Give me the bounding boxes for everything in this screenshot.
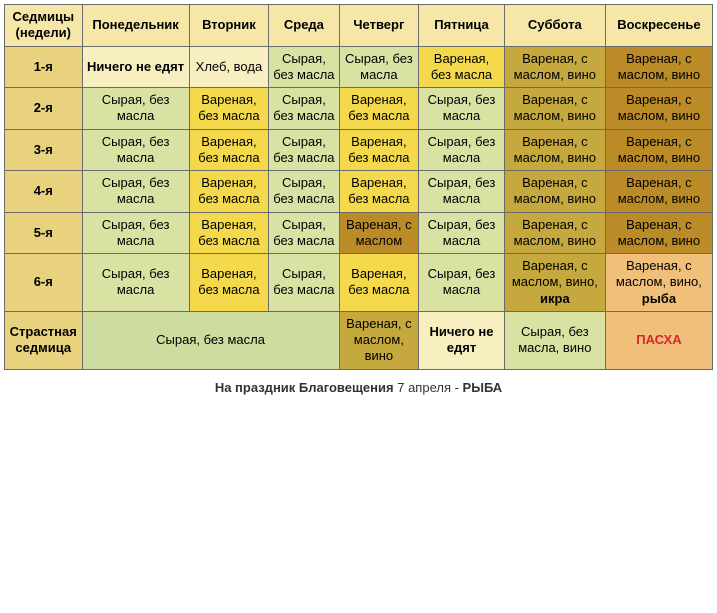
table-row: 2-яСырая, без маслаВареная, без маслаСыр… — [5, 88, 713, 130]
cell-r3-c3: Вареная, без масла — [339, 171, 419, 213]
table-row: 4-яСырая, без маслаВареная, без маслаСыр… — [5, 171, 713, 213]
cell-r1-c6: Вареная, с маслом, вино — [605, 88, 712, 130]
table-body: 1-яНичего не едятХлеб, водаСырая, без ма… — [5, 46, 713, 369]
table-row: 3-яСырая, без маслаВареная, без маслаСыр… — [5, 129, 713, 171]
header-thu: Четверг — [339, 5, 419, 47]
table-row: 5-яСырая, без маслаВареная, без маслаСыр… — [5, 212, 713, 254]
cell-r4-c5: Вареная, с маслом, вино — [504, 212, 605, 254]
week-label: 5-я — [5, 212, 83, 254]
header-mon: Понедельник — [82, 5, 189, 47]
cell-r5-c5-highlight: икра — [540, 291, 570, 306]
cell-r5-c5: Вареная, с маслом, вино, икра — [504, 254, 605, 312]
cell-r3-c5: Вареная, с маслом, вино — [504, 171, 605, 213]
cell-r0-c5: Вареная, с маслом, вино — [504, 46, 605, 88]
holy-week-fri: Ничего не едят — [419, 311, 505, 369]
cell-r5-c3: Вареная, без масла — [339, 254, 419, 312]
cell-r4-c0: Сырая, без масла — [82, 212, 189, 254]
week-label: 3-я — [5, 129, 83, 171]
cell-r1-c1: Вареная, без масла — [189, 88, 269, 130]
cell-r2-c6: Вареная, с маслом, вино — [605, 129, 712, 171]
cell-r2-c0: Сырая, без масла — [82, 129, 189, 171]
cell-r2-c1: Вареная, без масла — [189, 129, 269, 171]
cell-r4-c1: Вареная, без масла — [189, 212, 269, 254]
cell-r3-c0: Сырая, без масла — [82, 171, 189, 213]
header-sun: Воскресенье — [605, 5, 712, 47]
holy-week-row: Страстная седмицаСырая, без маслаВареная… — [5, 311, 713, 369]
footnote-fish: РЫБА — [463, 380, 503, 395]
cell-r3-c6: Вареная, с маслом, вино — [605, 171, 712, 213]
holy-week-mon-wed: Сырая, без масла — [82, 311, 339, 369]
fasting-calendar-table: Седмицы(недели) Понедельник Вторник Сред… — [4, 4, 713, 370]
holy-week-label: Страстная седмица — [5, 311, 83, 369]
header-sat: Суббота — [504, 5, 605, 47]
cell-r0-c2: Сырая, без масла — [269, 46, 339, 88]
holy-week-sat: Сырая, без масла, вино — [504, 311, 605, 369]
cell-r5-c0: Сырая, без масла — [82, 254, 189, 312]
cell-r4-c2: Сырая, без масла — [269, 212, 339, 254]
footnote-middle: 7 апреля - — [394, 380, 463, 395]
cell-r0-c6: Вареная, с маслом, вино — [605, 46, 712, 88]
cell-r2-c2: Сырая, без масла — [269, 129, 339, 171]
cell-r2-c3: Вареная, без масла — [339, 129, 419, 171]
cell-r1-c5: Вареная, с маслом, вино — [504, 88, 605, 130]
week-label: 4-я — [5, 171, 83, 213]
holy-week-thu: Вареная, с маслом, вино — [339, 311, 419, 369]
cell-r4-c3: Вареная, с маслом — [339, 212, 419, 254]
week-label: 2-я — [5, 88, 83, 130]
cell-r1-c4: Сырая, без масла — [419, 88, 505, 130]
cell-r0-c0: Ничего не едят — [82, 46, 189, 88]
header-row: Седмицы(недели) Понедельник Вторник Сред… — [5, 5, 713, 47]
week-label: 1-я — [5, 46, 83, 88]
cell-r1-c3: Вареная, без масла — [339, 88, 419, 130]
cell-r5-c2: Сырая, без масла — [269, 254, 339, 312]
cell-r2-c4: Сырая, без масла — [419, 129, 505, 171]
header-tue: Вторник — [189, 5, 269, 47]
cell-r2-c5: Вареная, с маслом, вино — [504, 129, 605, 171]
cell-r5-c6-highlight: рыба — [642, 291, 676, 306]
table-row: 6-яСырая, без маслаВареная, без маслаСыр… — [5, 254, 713, 312]
cell-r5-c1: Вареная, без масла — [189, 254, 269, 312]
header-week: Седмицы(недели) — [5, 5, 83, 47]
cell-r4-c4: Сырая, без масла — [419, 212, 505, 254]
footnote: На праздник Благовещения 7 апреля - РЫБА — [4, 370, 713, 401]
cell-r1-c0: Сырая, без масла — [82, 88, 189, 130]
cell-r3-c1: Вареная, без масла — [189, 171, 269, 213]
header-fri: Пятница — [419, 5, 505, 47]
cell-r3-c2: Сырая, без масла — [269, 171, 339, 213]
cell-r3-c4: Сырая, без масла — [419, 171, 505, 213]
footnote-prefix: На праздник Благовещения — [215, 380, 394, 395]
week-label: 6-я — [5, 254, 83, 312]
cell-r0-c1: Хлеб, вода — [189, 46, 269, 88]
table-row: 1-яНичего не едятХлеб, водаСырая, без ма… — [5, 46, 713, 88]
cell-r5-c4: Сырая, без масла — [419, 254, 505, 312]
cell-r0-c3: Сырая, без масла — [339, 46, 419, 88]
cell-r4-c6: Вареная, с маслом, вино — [605, 212, 712, 254]
cell-r0-c4: Вареная, без масла — [419, 46, 505, 88]
cell-r5-c6: Вареная, с маслом, вино, рыба — [605, 254, 712, 312]
header-wed: Среда — [269, 5, 339, 47]
holy-week-sun: ПАСХА — [605, 311, 712, 369]
cell-r1-c2: Сырая, без масла — [269, 88, 339, 130]
